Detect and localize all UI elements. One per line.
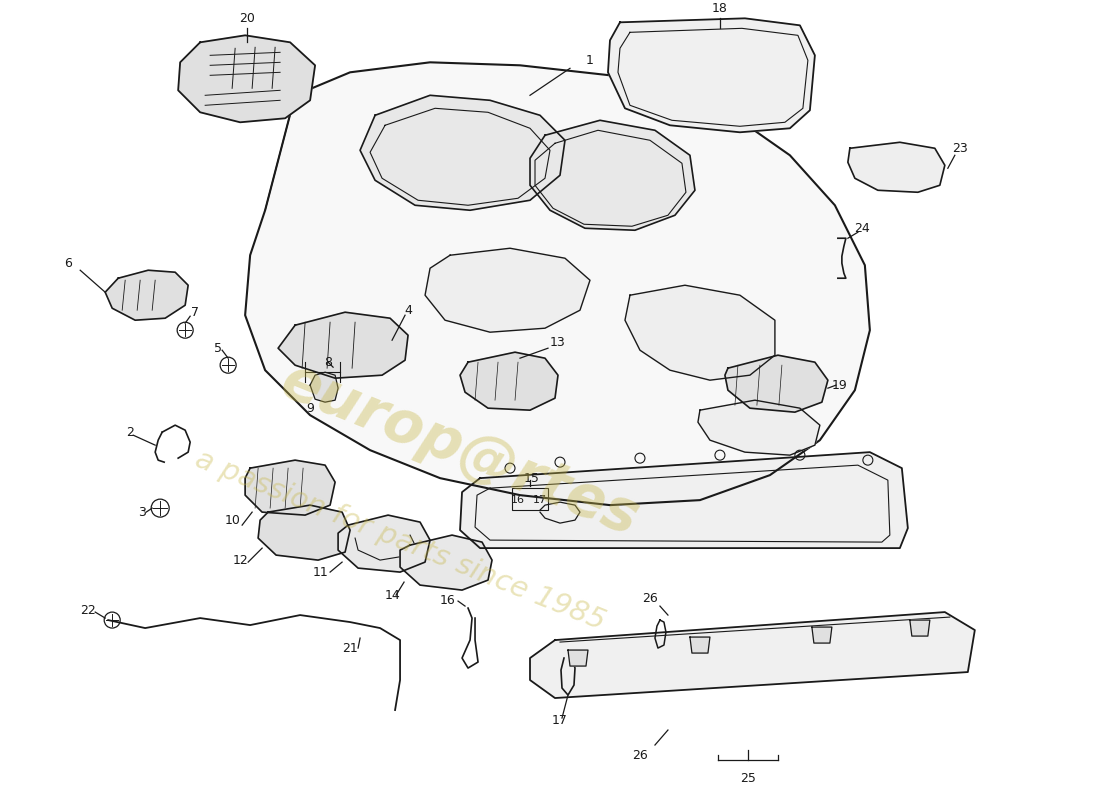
Text: 22: 22 <box>80 603 96 617</box>
Text: 23: 23 <box>952 142 968 154</box>
Polygon shape <box>725 355 828 412</box>
Text: 9: 9 <box>306 402 313 414</box>
Text: 17: 17 <box>532 495 547 505</box>
Polygon shape <box>178 35 315 122</box>
Text: 21: 21 <box>342 642 358 654</box>
Text: 10: 10 <box>224 514 240 526</box>
Polygon shape <box>338 515 430 572</box>
Text: 18: 18 <box>712 2 728 15</box>
Text: 2: 2 <box>126 426 134 438</box>
Text: 3: 3 <box>139 506 146 518</box>
Text: 8: 8 <box>324 356 332 369</box>
Text: 11: 11 <box>312 566 328 578</box>
Polygon shape <box>106 270 188 320</box>
Text: 26: 26 <box>642 591 658 605</box>
Text: 1: 1 <box>586 54 594 67</box>
Text: 5: 5 <box>214 342 222 354</box>
Polygon shape <box>848 142 945 192</box>
Text: 7: 7 <box>191 306 199 318</box>
Bar <box>512 488 548 510</box>
Polygon shape <box>245 62 870 505</box>
Polygon shape <box>530 120 695 230</box>
Polygon shape <box>245 460 336 515</box>
Text: europ@rtes: europ@rtes <box>273 352 648 548</box>
Polygon shape <box>697 400 820 455</box>
Text: 25: 25 <box>740 771 756 785</box>
Polygon shape <box>360 95 565 210</box>
Polygon shape <box>258 505 350 560</box>
Polygon shape <box>278 312 408 378</box>
Polygon shape <box>310 372 338 402</box>
Text: 16: 16 <box>512 495 525 505</box>
Polygon shape <box>460 352 558 410</box>
Polygon shape <box>812 627 832 643</box>
Text: 20: 20 <box>239 12 255 25</box>
Polygon shape <box>425 248 590 332</box>
Polygon shape <box>910 620 930 636</box>
Text: 16: 16 <box>440 594 455 606</box>
Polygon shape <box>690 637 710 653</box>
Text: 19: 19 <box>832 378 848 392</box>
Text: 13: 13 <box>550 336 565 349</box>
Polygon shape <box>625 286 774 380</box>
Text: 26: 26 <box>632 749 648 762</box>
Polygon shape <box>460 452 908 548</box>
Polygon shape <box>400 535 492 590</box>
Text: 12: 12 <box>232 554 248 566</box>
Polygon shape <box>608 18 815 132</box>
Text: 17: 17 <box>552 714 568 726</box>
Text: 4: 4 <box>404 304 412 317</box>
Text: a passion for parts since 1985: a passion for parts since 1985 <box>191 445 609 635</box>
Polygon shape <box>568 650 588 666</box>
Text: 24: 24 <box>854 222 870 234</box>
Polygon shape <box>530 612 975 698</box>
Text: 14: 14 <box>384 589 400 602</box>
Text: 6: 6 <box>64 257 73 270</box>
Text: 15: 15 <box>524 472 540 485</box>
